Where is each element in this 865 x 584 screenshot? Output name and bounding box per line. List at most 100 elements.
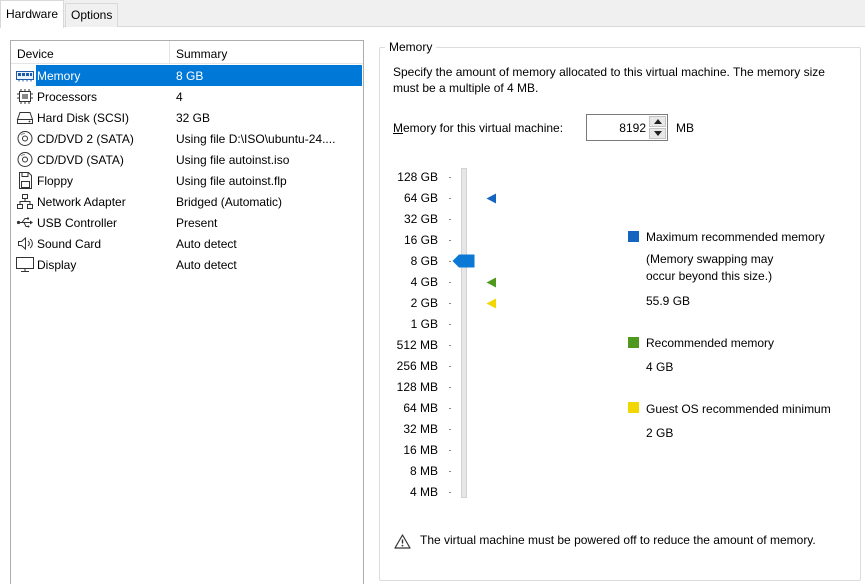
device-list-header: Device Summary [11,41,363,64]
scale-tick-label: 16 GB [403,233,438,247]
scale-tick-mark [449,303,451,304]
device-row-sound-card[interactable]: Sound Card Auto detect [11,233,363,254]
device-summary: Auto detect [176,237,237,251]
memory-field-label: Memory for this virtual machine: [393,121,563,135]
device-row-network-adapter[interactable]: Network Adapter Bridged (Automatic) [11,191,363,212]
scale-tick-label: 512 MB [396,338,438,352]
device-row-processors[interactable]: Processors 4 [11,86,363,107]
scale-tick-label: 32 MB [403,422,438,436]
max-recommended-swatch [628,231,639,242]
device-name: CD/DVD 2 (SATA) [37,132,134,146]
warning-icon [394,534,411,549]
device-name: USB Controller [37,216,118,230]
tab-strip: Hardware Options [0,0,865,28]
device-row-cd-dvd-2[interactable]: CD/DVD 2 (SATA) Using file D:\ISO\ubuntu… [11,128,363,149]
scale-tick-label: 4 MB [409,485,438,499]
memory-icon [16,67,34,84]
guest-min-value: 2 GB [646,426,674,440]
scale-tick-label: 8 MB [409,464,438,478]
memory-slider-track[interactable] [461,168,467,498]
memory-spinbox [586,114,668,141]
device-name: Display [37,258,77,272]
scale-tick-mark [449,492,451,493]
max-recommended-note-line1: (Memory swapping may [646,252,774,266]
device-name: Processors [37,90,98,104]
device-summary: Auto detect [176,258,237,272]
scale-tick-label: 1 GB [410,317,438,331]
recommended-value: 4 GB [646,360,674,374]
scale-tick-mark [449,240,451,241]
selection-highlight [36,65,362,86]
device-row-usb-controller[interactable]: USB Controller Present [11,212,363,233]
guest-min-label: Guest OS recommended minimum [646,402,831,416]
scale-tick-label: 128 MB [396,380,438,394]
guest-min-marker [486,298,496,309]
scale-tick-mark [449,282,451,283]
scale-tick-label: 256 MB [396,359,438,373]
warning-message: The virtual machine must be powered off … [420,533,816,547]
device-list: Device Summary Memory 8 GB Processors 4 … [10,40,364,584]
memory-increment-button[interactable] [649,116,666,127]
device-row-floppy[interactable]: Floppy Using file autoinst.flp [11,170,363,191]
memory-description: Specify the amount of memory allocated t… [393,65,825,95]
device-name: Network Adapter [37,195,126,209]
column-header-device[interactable]: Device [17,47,54,61]
usb-icon [16,214,34,231]
display-icon [16,256,34,273]
cd-dvd-icon [16,130,34,147]
scale-tick-label: 8 GB [410,254,438,268]
recommended-label: Recommended memory [646,336,775,350]
device-name: Memory [37,69,81,83]
device-summary: 8 GB [176,69,204,83]
memory-label-accelerator: M [393,121,403,135]
scale-tick-mark [449,450,451,451]
scale-tick-mark [449,219,451,220]
tab-options[interactable]: Options [65,3,119,27]
max-recommended-note-line2: occur beyond this size.) [646,269,773,283]
memory-spinner-buttons [649,116,666,139]
memory-unit: MB [676,121,694,135]
device-name: Hard Disk (SCSI) [37,111,130,125]
cd-dvd-icon [16,151,34,168]
scale-tick-mark [449,324,451,325]
device-row-cd-dvd[interactable]: CD/DVD (SATA) Using file autoinst.iso [11,149,363,170]
scale-tick-label: 4 GB [410,275,438,289]
network-adapter-icon [16,193,34,210]
scale-tick-mark [449,429,451,430]
tab-hardware[interactable]: Hardware [0,0,65,28]
device-row-display[interactable]: Display Auto detect [11,254,363,275]
device-summary: 4 [176,90,183,104]
processor-icon [16,88,34,105]
device-row-memory[interactable]: Memory 8 GB [11,65,363,86]
device-summary: 32 GB [176,111,211,125]
recommended-swatch [628,337,639,348]
sound-card-icon [16,235,34,252]
device-name: Floppy [37,174,74,188]
scale-tick-mark [449,408,451,409]
memory-slider-thumb[interactable] [452,254,475,268]
device-summary: Using file autoinst.iso [176,153,290,167]
scale-tick-mark [449,261,451,262]
column-header-summary[interactable]: Summary [176,47,228,61]
device-row-hard-disk[interactable]: Hard Disk (SCSI) 32 GB [11,107,363,128]
memory-input[interactable] [588,116,648,139]
chevron-up-icon [654,119,662,124]
scale-tick-label: 64 GB [403,191,438,205]
scale-tick-label: 64 MB [403,401,438,415]
device-summary: Bridged (Automatic) [176,195,283,209]
scale-tick-mark [449,366,451,367]
recommended-marker [486,277,496,288]
scale-tick-mark [449,198,451,199]
scale-tick-label: 32 GB [403,212,438,226]
memory-group [379,47,861,581]
max-recommended-value: 55.9 GB [646,294,691,308]
memory-decrement-button[interactable] [649,128,666,139]
scale-tick-mark [449,177,451,178]
device-name: CD/DVD (SATA) [37,153,124,167]
scale-tick-mark [449,387,451,388]
memory-label-text: emory for this virtual machine: [403,121,564,135]
scale-tick-label: 2 GB [410,296,438,310]
column-divider[interactable] [169,41,170,63]
device-summary: Using file autoinst.flp [176,174,287,188]
scale-tick-label: 16 MB [403,443,438,457]
